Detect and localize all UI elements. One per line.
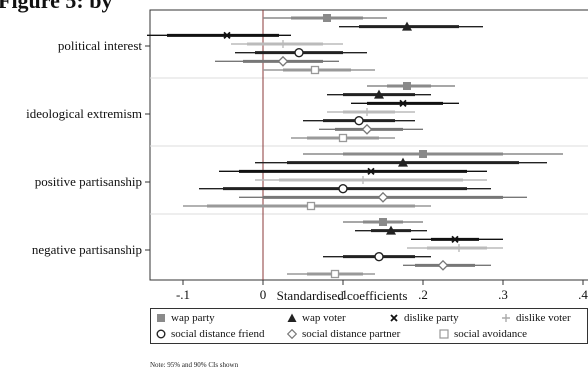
figure-title: Figure 5: by — [0, 0, 113, 13]
legend-marker-wap-voter — [287, 313, 297, 322]
legend-label: wap party — [171, 312, 215, 324]
point-dislike-party — [451, 235, 459, 243]
point-social-avoidance — [306, 201, 316, 211]
category-label: ideological extremism — [26, 106, 142, 121]
point-dislike-voter — [359, 176, 367, 184]
legend-marker-dislike-party — [390, 314, 398, 322]
legend-item-wap-party: wap party — [156, 312, 215, 324]
point-social-distance-partner — [361, 123, 373, 135]
category-label: positive partisanship — [35, 174, 142, 189]
point-wap-voter — [398, 157, 408, 167]
point-wap-party — [323, 14, 331, 22]
category-label: political interest — [58, 38, 143, 53]
point-social-distance-partner — [377, 191, 389, 203]
category-label: negative partisanship — [32, 242, 142, 257]
point-wap-party — [379, 218, 387, 226]
legend-label: social distance friend — [171, 328, 265, 340]
point-dislike-party — [223, 31, 231, 39]
point-wap-party — [419, 150, 427, 158]
point-social-distance-friend — [294, 47, 304, 58]
point-wap-voter — [402, 21, 412, 31]
point-social-avoidance — [310, 65, 320, 75]
x-tick-label: 0 — [260, 287, 267, 300]
point-social-distance-friend — [338, 183, 348, 194]
point-wap-voter — [374, 89, 384, 99]
point-dislike-party — [367, 167, 375, 175]
point-dislike-voter — [455, 244, 463, 252]
point-wap-party — [403, 82, 411, 90]
legend-item-wap-voter: wap voter — [287, 312, 346, 324]
x-axis-label: Standardised coefficients — [277, 288, 408, 300]
point-social-distance-partner — [277, 55, 289, 67]
point-social-avoidance — [338, 133, 348, 143]
x-tick-label: .2 — [418, 287, 428, 300]
legend-item-social-distance-partner: social distance partner — [287, 328, 400, 340]
legend-item-social-distance-friend: social distance friend — [156, 328, 264, 340]
legend-marker-dislike-voter — [502, 314, 510, 322]
legend-label: dislike party — [404, 312, 459, 324]
legend-label: wap voter — [302, 312, 346, 324]
point-social-distance-partner — [437, 259, 449, 271]
legend-label: dislike voter — [516, 312, 571, 324]
legend-label: social distance partner — [302, 328, 401, 340]
plot-frame — [149, 9, 588, 281]
legend-item-social-avoidance: social avoidance — [439, 328, 527, 340]
legend-marker-social-distance-friend — [156, 329, 166, 339]
legend-marker-social-distance-partner — [287, 329, 297, 339]
point-social-distance-friend — [354, 115, 364, 126]
point-dislike-voter — [279, 40, 287, 48]
x-tick-label: -.1 — [176, 287, 190, 300]
x-tick-label: .4 — [578, 287, 588, 300]
legend-marker-wap-party — [157, 314, 165, 322]
legend-item-dislike-voter: dislike voter — [501, 312, 571, 324]
point-social-distance-friend — [374, 251, 384, 262]
point-dislike-voter — [363, 108, 371, 116]
legend: wap party wap voter dislike party dislik… — [150, 308, 588, 344]
ci-note: Note: 95% and 90% CIs shown — [150, 361, 239, 369]
point-dislike-party — [399, 99, 407, 107]
legend-item-dislike-party: dislike party — [389, 312, 459, 324]
point-wap-voter — [386, 225, 396, 235]
point-social-avoidance — [330, 269, 340, 279]
x-tick-label: .1 — [338, 287, 348, 300]
legend-label: social avoidance — [454, 328, 527, 340]
x-tick-label: .3 — [498, 287, 508, 300]
legend-marker-social-avoidance — [439, 329, 449, 339]
coefficient-plot: political interest ideological extremism p… — [26, 9, 588, 300]
